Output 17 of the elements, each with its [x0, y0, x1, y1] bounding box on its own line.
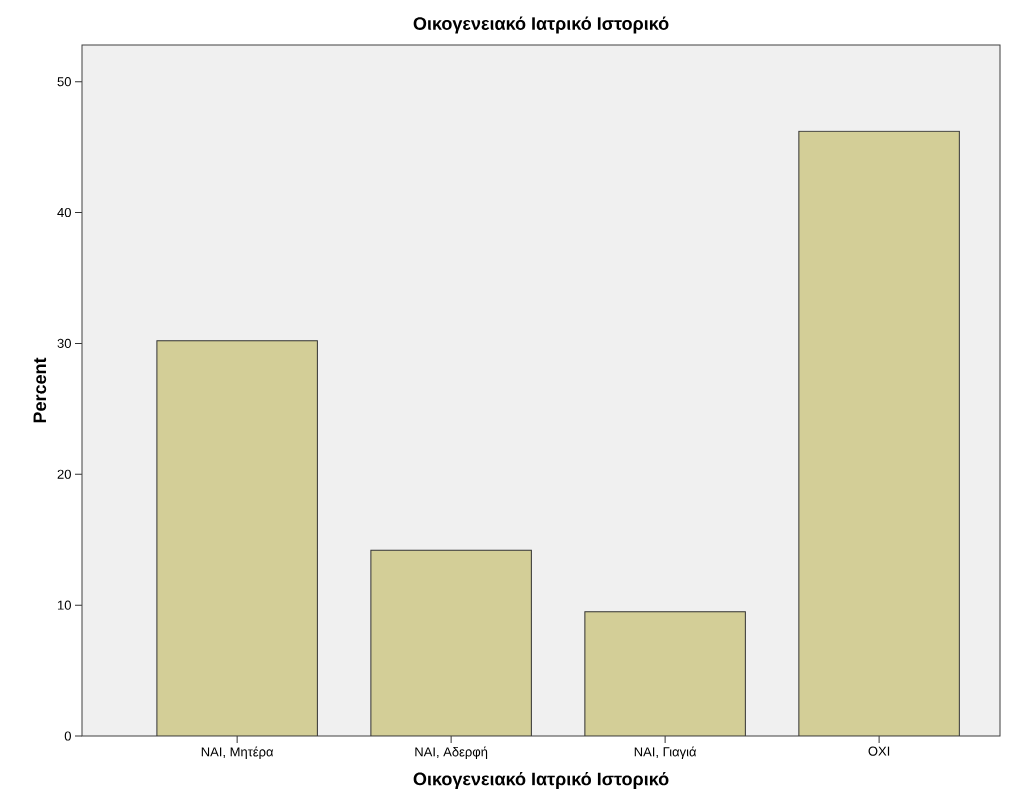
x-tick-label: ΝΑΙ, Γιαγιά	[634, 746, 697, 760]
y-tick-label: 40	[57, 207, 71, 218]
bar	[584, 611, 746, 736]
chart-title: Οικογενειακό Ιατρικό Ιστορικό	[413, 16, 669, 34]
bar	[156, 340, 318, 736]
y-axis-title: Percent	[33, 357, 47, 423]
bar	[798, 130, 960, 736]
y-tick-label: 10	[57, 600, 71, 610]
y-tick-label: 0	[64, 731, 71, 741]
y-tick-label: 30	[57, 338, 71, 348]
y-tick-label: 20	[57, 469, 71, 479]
bar	[370, 549, 532, 736]
x-tick-label: ΝΑΙ, Μητέρα	[201, 746, 274, 760]
x-tick-label: ΟΧΙ	[868, 746, 890, 756]
x-tick-label: ΝΑΙ, Αδερφή	[415, 746, 488, 760]
x-axis-title: Οικογενειακό Ιατρικό Ιστορικό	[413, 771, 669, 789]
y-tick-label: 50	[57, 77, 71, 87]
